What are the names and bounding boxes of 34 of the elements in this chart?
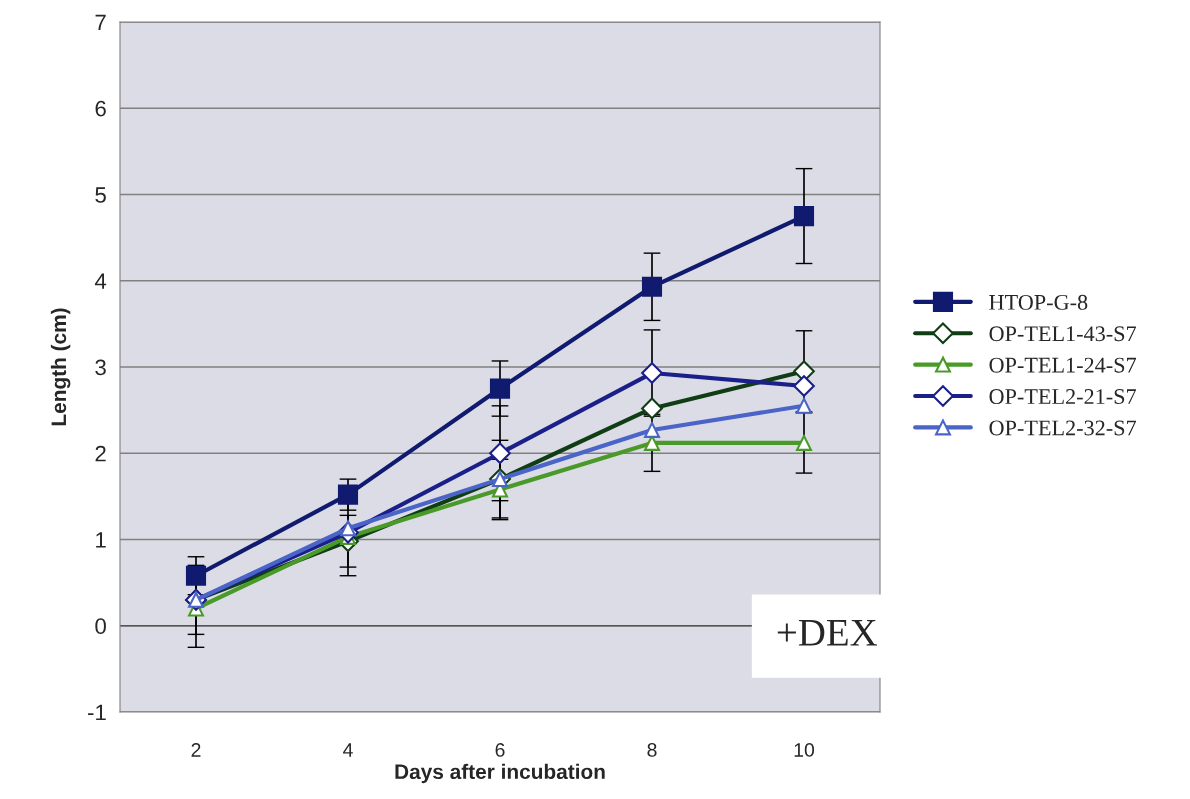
legend-label: HTOP-G-8 — [989, 294, 1088, 310]
point — [489, 442, 511, 465]
legend-label: OP-TEL2-32-S7 — [989, 420, 1137, 436]
y-tick-label: 1 — [96, 532, 106, 548]
point — [641, 397, 663, 420]
y-tick-label: 5 — [95, 187, 106, 203]
legend-label: OP-TEL2-21-S7 — [989, 389, 1137, 405]
point — [337, 484, 359, 505]
x-axis-title: Days after incubation — [395, 763, 605, 784]
y-axis-title: Length (cm) — [50, 308, 71, 426]
y-tick-label: 7 — [95, 14, 106, 31]
x-tick-label: 4 — [343, 743, 353, 757]
x-tick-label: 2 — [191, 743, 201, 757]
y-tick-label: 6 — [95, 100, 106, 117]
x-tick-label: 8 — [647, 743, 657, 757]
point — [641, 362, 663, 384]
point — [644, 421, 660, 438]
legend-label: OP-TEL1-43-S7 — [989, 326, 1137, 342]
x-tick-label: 10 — [794, 743, 815, 757]
y-tick-label: -1 — [88, 704, 106, 721]
y-tick-label: 4 — [94, 273, 107, 289]
point — [796, 434, 812, 451]
point — [793, 375, 815, 397]
y-tick-label: 2 — [95, 445, 106, 462]
x-tick-label: 6 — [495, 743, 505, 757]
point — [796, 397, 812, 414]
point — [489, 378, 511, 399]
annotation: +DEX — [777, 619, 878, 646]
point — [641, 276, 663, 297]
y-tick-label: 0 — [95, 618, 106, 635]
point — [185, 565, 207, 586]
y-tick-label: 3 — [95, 359, 106, 376]
legend-label: OP-TEL1-24-S7 — [989, 357, 1137, 373]
point — [793, 205, 815, 227]
